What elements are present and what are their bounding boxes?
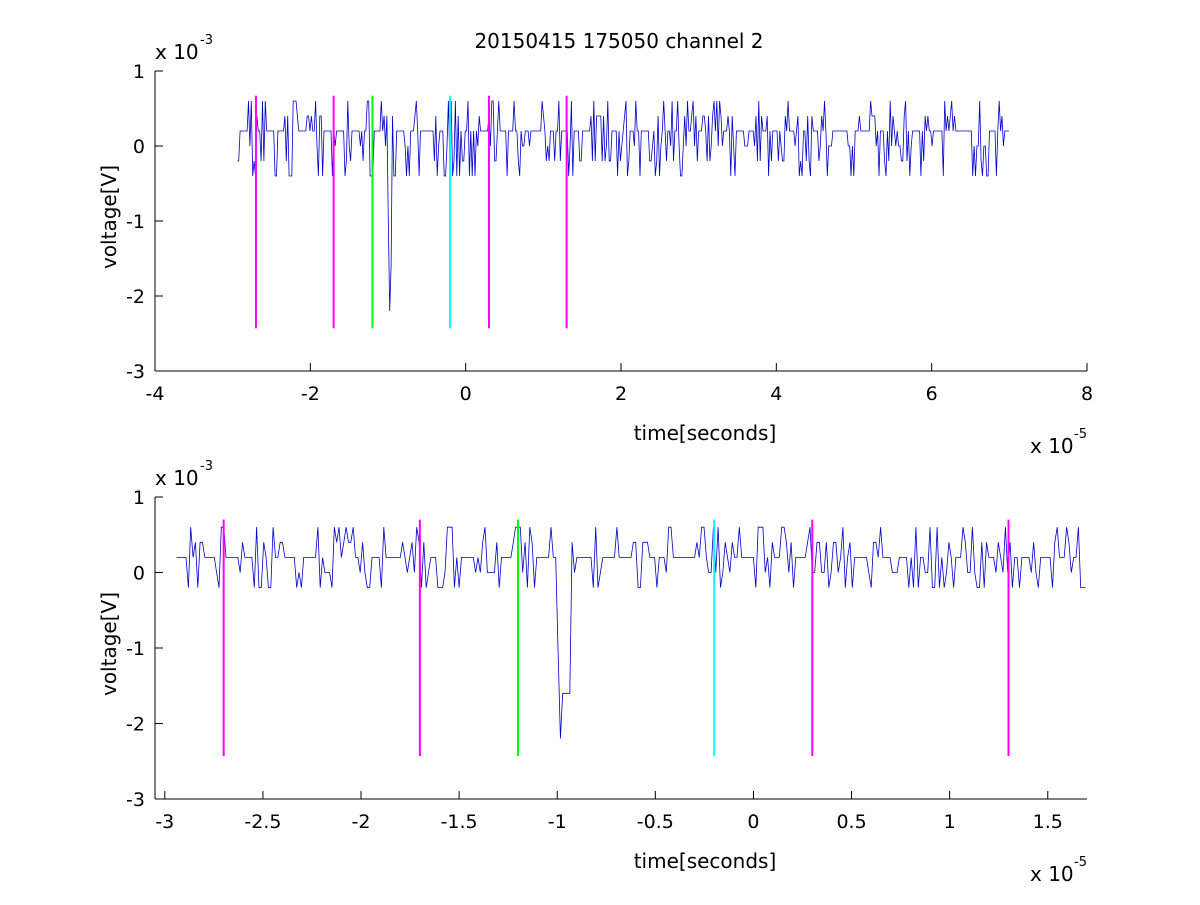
top-axes: -4 -2 0 2 4 6 8 -3 -2 -1 0 1 time[seconds] voltage[V]… — [97, 33, 1093, 458]
x-tick-label: -2 — [352, 811, 371, 833]
y-tick-label: 0 — [133, 136, 145, 158]
y-tick-label: -2 — [126, 286, 145, 308]
x-tick-label: 4 — [770, 383, 782, 405]
y-tick-label: -1 — [126, 638, 145, 660]
y-tick-label: -2 — [126, 714, 145, 736]
x-tick-label: 0.5 — [836, 811, 866, 833]
x-axis-label: time[seconds] — [634, 421, 777, 445]
x-tick-label: 0 — [747, 811, 759, 833]
x-tick-label: 8 — [1081, 383, 1093, 405]
x-exponent-power: -5 — [1074, 855, 1087, 870]
y-exponent-label: x 10 — [155, 466, 199, 490]
x-tick-label: 1.5 — [1033, 811, 1063, 833]
x-tick-label: -1 — [548, 811, 567, 833]
x-tick-label: -1.5 — [441, 811, 478, 833]
y-axis-label: voltage[V] — [97, 592, 121, 696]
y-exponent-power: -3 — [200, 459, 213, 474]
x-exponent-label: x 10 — [1030, 434, 1074, 458]
x-tick-label: -2.5 — [244, 811, 281, 833]
y-tick-label: 1 — [133, 61, 145, 83]
x-tick-label: 1 — [944, 811, 956, 833]
x-tick-label: -0.5 — [637, 811, 674, 833]
y-exponent-label: x 10 — [155, 40, 199, 64]
x-exponent-label: x 10 — [1030, 862, 1074, 886]
y-exponent-power: -3 — [200, 33, 213, 48]
y-tick-label: -3 — [126, 361, 145, 383]
voltage-trace-line — [237, 100, 1009, 312]
y-tick-label: 0 — [133, 563, 145, 585]
x-exponent-power: -5 — [1074, 427, 1087, 442]
x-tick-label: 6 — [926, 383, 938, 405]
x-tick-label: -3 — [155, 811, 174, 833]
y-tick-label: -3 — [126, 789, 145, 811]
x-tick-label: -4 — [146, 383, 165, 405]
bottom-axes: -3 -2.5 -2 -1.5 -1 -0.5 0 0.5 1 1.5 -3 -2 -1 0 1 time[s… — [97, 459, 1087, 886]
y-tick-label: -1 — [126, 211, 145, 233]
y-axis-label: voltage[V] — [97, 165, 121, 269]
voltage-trace-line — [176, 526, 1086, 739]
x-tick-label: -2 — [301, 383, 320, 405]
x-tick-label: 0 — [460, 383, 472, 405]
y-tick-label: 1 — [133, 487, 145, 509]
figure-title: 20150415 175050 channel 2 — [474, 29, 763, 53]
x-tick-label: 2 — [615, 383, 627, 405]
x-axis-label: time[seconds] — [634, 849, 777, 873]
